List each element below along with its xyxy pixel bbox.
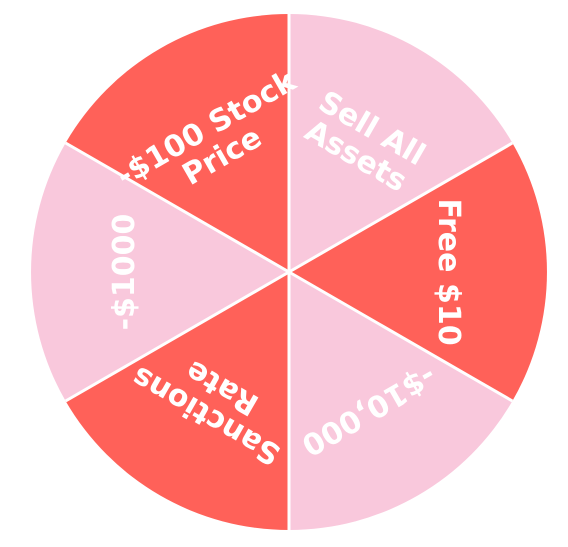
segment-label-line: Free $10 — [431, 198, 466, 345]
segment-label-minus-1000: -$1000 — [107, 214, 142, 331]
segment-label-line: -$1000 — [107, 214, 142, 331]
segment-label-free-10: Free $10 — [431, 198, 466, 345]
